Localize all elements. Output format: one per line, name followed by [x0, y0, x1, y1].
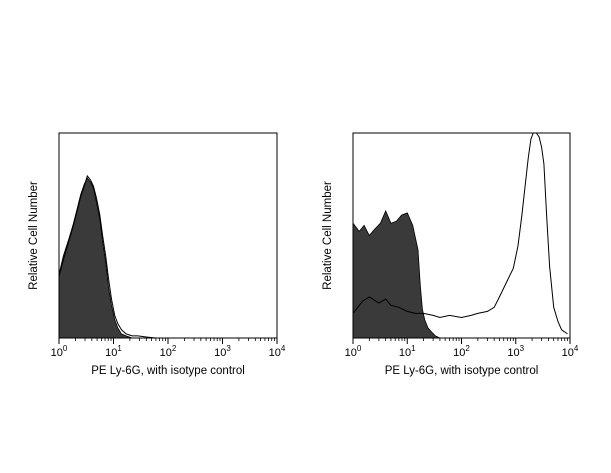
- x-tick-label: 104: [269, 344, 286, 359]
- series-filled-histogram: [59, 177, 133, 338]
- x-tick-label: 100: [345, 344, 362, 359]
- x-axis-label: PE Ly-6G, with isotype control: [385, 365, 539, 377]
- x-tick-label: 100: [51, 344, 68, 359]
- y-axis-label: Relative Cell Number: [28, 181, 40, 290]
- series-filled-histogram: [353, 209, 441, 338]
- x-tick-label: 101: [105, 344, 122, 359]
- chart-panel-1: 100 101 102 103 104 PE Ly-6G, with isotype co…: [28, 132, 286, 377]
- x-tick-label: 101: [399, 344, 416, 359]
- series-outline-histogram: [59, 174, 156, 338]
- x-tick-label: 103: [214, 344, 231, 359]
- y-axis-label: Relative Cell Number: [322, 181, 334, 290]
- x-tick-label: 103: [507, 344, 524, 359]
- chart-panel-2: 100 101 102 103 104 PE Ly-6G, with isotype co…: [322, 132, 579, 377]
- x-tick-label: 102: [160, 344, 177, 359]
- plot-area: [353, 133, 568, 338]
- x-tick-label: 102: [453, 344, 470, 359]
- x-tick-label: 104: [562, 344, 579, 359]
- plot-area: [59, 174, 156, 338]
- series-outline-histogram: [353, 133, 568, 335]
- x-axis-label: PE Ly-6G, with isotype control: [91, 365, 245, 377]
